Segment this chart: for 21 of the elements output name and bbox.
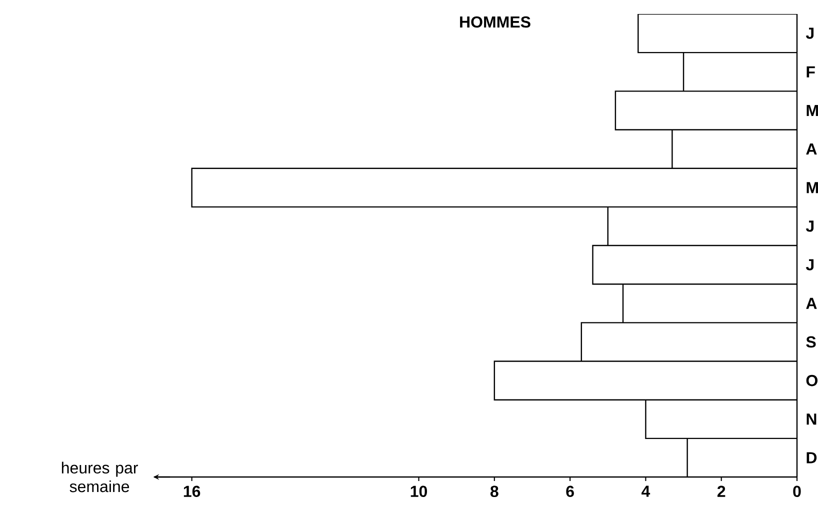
y-tick-label: O [806, 374, 818, 386]
y-tick-label: M [806, 104, 818, 116]
x-tick-label: 0 [793, 486, 801, 498]
x-tick-label: 6 [566, 486, 574, 498]
y-tick-label: A [806, 298, 817, 309]
y-tick-label: S [806, 336, 816, 348]
chart-title: HOMMES [460, 16, 530, 28]
y-tick-label: M [806, 182, 818, 194]
y-tick-label: A [806, 144, 817, 155]
x-axis-title: heures par semaine [62, 462, 138, 492]
x-tick-label: 10 [410, 486, 427, 498]
x-tick-label: 8 [490, 486, 498, 498]
x-tick-label: 16 [184, 486, 200, 498]
y-tick-label: J [806, 28, 814, 39]
y-tick-label: D [806, 452, 817, 464]
y-tick-label: F [806, 66, 815, 78]
x-tick-label: 4 [642, 486, 650, 497]
x-tick-label: 2 [717, 486, 726, 497]
y-tick-label: J [806, 220, 814, 232]
y-tick-label: J [806, 259, 814, 270]
y-tick-label: N [806, 414, 816, 425]
